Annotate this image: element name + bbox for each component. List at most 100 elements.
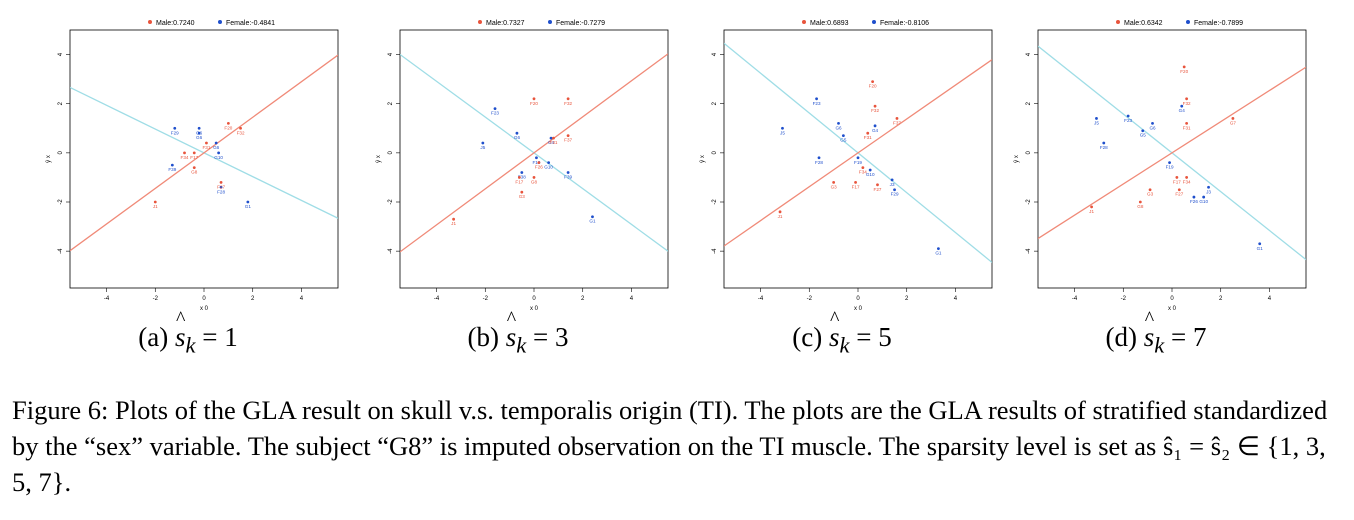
male-point [532,97,536,101]
legend: Male:0.6893 Female:-0.8106 [802,20,929,27]
x-tick-label: 4 [954,296,958,302]
female-point [781,126,784,130]
legend: Male:0.7327 Female:-0.7279 [478,20,605,27]
female-point [1126,114,1130,118]
female-point [214,141,218,145]
male-point-label: G8 [191,170,198,175]
legend-female-label: Female:-0.7899 [1194,20,1243,27]
subscript-k: k [516,332,527,358]
female-point [219,185,223,189]
scatter-plot-b: Male:0.7327 Female:-0.7279 -4 -2 0 2 4 -4 -2 0 2 4 x… [376,20,669,312]
female-point [493,107,497,111]
female-point [1207,185,1210,189]
y-tick-label: -2 [712,199,718,205]
female-point-label: G4 [872,128,879,133]
male-point-label: F27 [874,187,882,192]
legend-female-label: Female:-0.7279 [556,20,605,27]
female-point-label: G5 [840,138,847,143]
male-point-label: J1 [153,204,158,209]
male-point-label: J1 [451,221,456,226]
panel-caption-d: (d) sk = 7 [1006,308,1306,358]
male-point-label: F20 [1180,69,1188,74]
male-point-label: F20 [530,101,538,106]
female-point-label: F23 [1124,118,1132,123]
male-point-label: F17 [190,155,198,160]
female-point-label: G10 [544,165,553,170]
female-point [1258,242,1262,246]
male-point-label: F31 [550,140,558,145]
x-tick-label: 4 [630,296,634,302]
male-point-label: F26 [535,165,543,170]
female-point [837,121,840,125]
scatter-plot-c: Male:0.6893 Female:-0.8106 -4 -2 0 2 4 -4 -2 0 2 4 x… [700,20,993,312]
female-point-label: G10 [214,155,223,160]
female-point-label: G1 [245,204,252,209]
male-point [1177,188,1181,192]
figure-caption-text: Figure 6: Plots of the GLA result on sku… [12,395,1328,497]
male-point [205,141,208,145]
y-tick-label: -2 [58,199,64,205]
y-axis-label: ŷ x [376,155,382,163]
panel-b: Male:0.7327 Female:-0.7279 -4 -2 0 2 4 -4 -2 0 2 4 x… [368,0,669,370]
female-point [520,171,524,174]
male-regression-line [724,59,992,247]
female-point-label: G10 [866,172,875,177]
male-point [854,180,857,184]
panel-caption-value: = 7 [1171,322,1207,352]
legend: Male:0.7240 Female:-0.4841 [148,20,275,27]
female-point [817,156,821,160]
y-axis-label: ŷ x [46,155,52,163]
male-point-label: G3 [519,194,526,199]
female-point [217,151,221,155]
male-point [537,161,541,165]
y-tick-label: 0 [1026,151,1032,155]
male-point [1231,117,1235,120]
legend-female-marker [872,20,876,24]
male-point-label: F34 [859,170,867,175]
female-point [1202,195,1206,199]
female-point [566,171,570,174]
x-tick-label: 2 [251,296,255,302]
female-point [591,215,594,219]
panel-caption-value: = 5 [856,322,892,352]
male-point-label: F37 [893,120,901,125]
female-point [197,131,201,135]
male-point [153,200,157,204]
male-point-label: F31 [202,145,210,150]
female-point [890,178,894,182]
male-point-label: F17 [515,179,523,184]
female-point [815,97,818,101]
s-hat-symbol: s [829,308,840,353]
female-point-label: G1 [1257,246,1264,251]
female-point-label: G6 [835,125,842,130]
panel-caption-value: = 1 [202,322,238,352]
male-regression-line [70,54,338,252]
panel-caption-prefix: (b) [467,322,506,352]
female-point [547,161,551,165]
female-point [197,126,201,130]
male-regression-line [1038,66,1306,240]
legend-male-label: Male:0.6342 [1124,20,1163,27]
female-point-label: F19 [1166,165,1174,170]
female-point-label: F29 [171,130,179,135]
y-axis-label: ŷ x [700,155,706,163]
x-tick-label: 2 [581,296,585,302]
female-point [1180,104,1184,108]
x-tick-label: -4 [104,296,110,302]
male-point [520,190,524,194]
female-point-label: F28 [217,189,225,194]
y-tick-label: 2 [58,101,64,105]
female-point-label: G4 [548,140,555,145]
y-tick-label: 0 [712,151,718,155]
x-tick-label: -2 [153,296,159,302]
male-point [876,183,879,187]
male-point-label: G7 [1230,120,1237,125]
female-point [515,131,519,135]
x-axis-label: x 0 [854,306,863,312]
female-point [1095,117,1098,120]
female-point-label: F28 [815,160,823,165]
panel-caption-prefix: (a) [138,322,175,352]
female-point [1141,129,1145,133]
legend-male-label: Male:0.7240 [156,20,195,27]
x-tick-label: 2 [905,296,909,302]
